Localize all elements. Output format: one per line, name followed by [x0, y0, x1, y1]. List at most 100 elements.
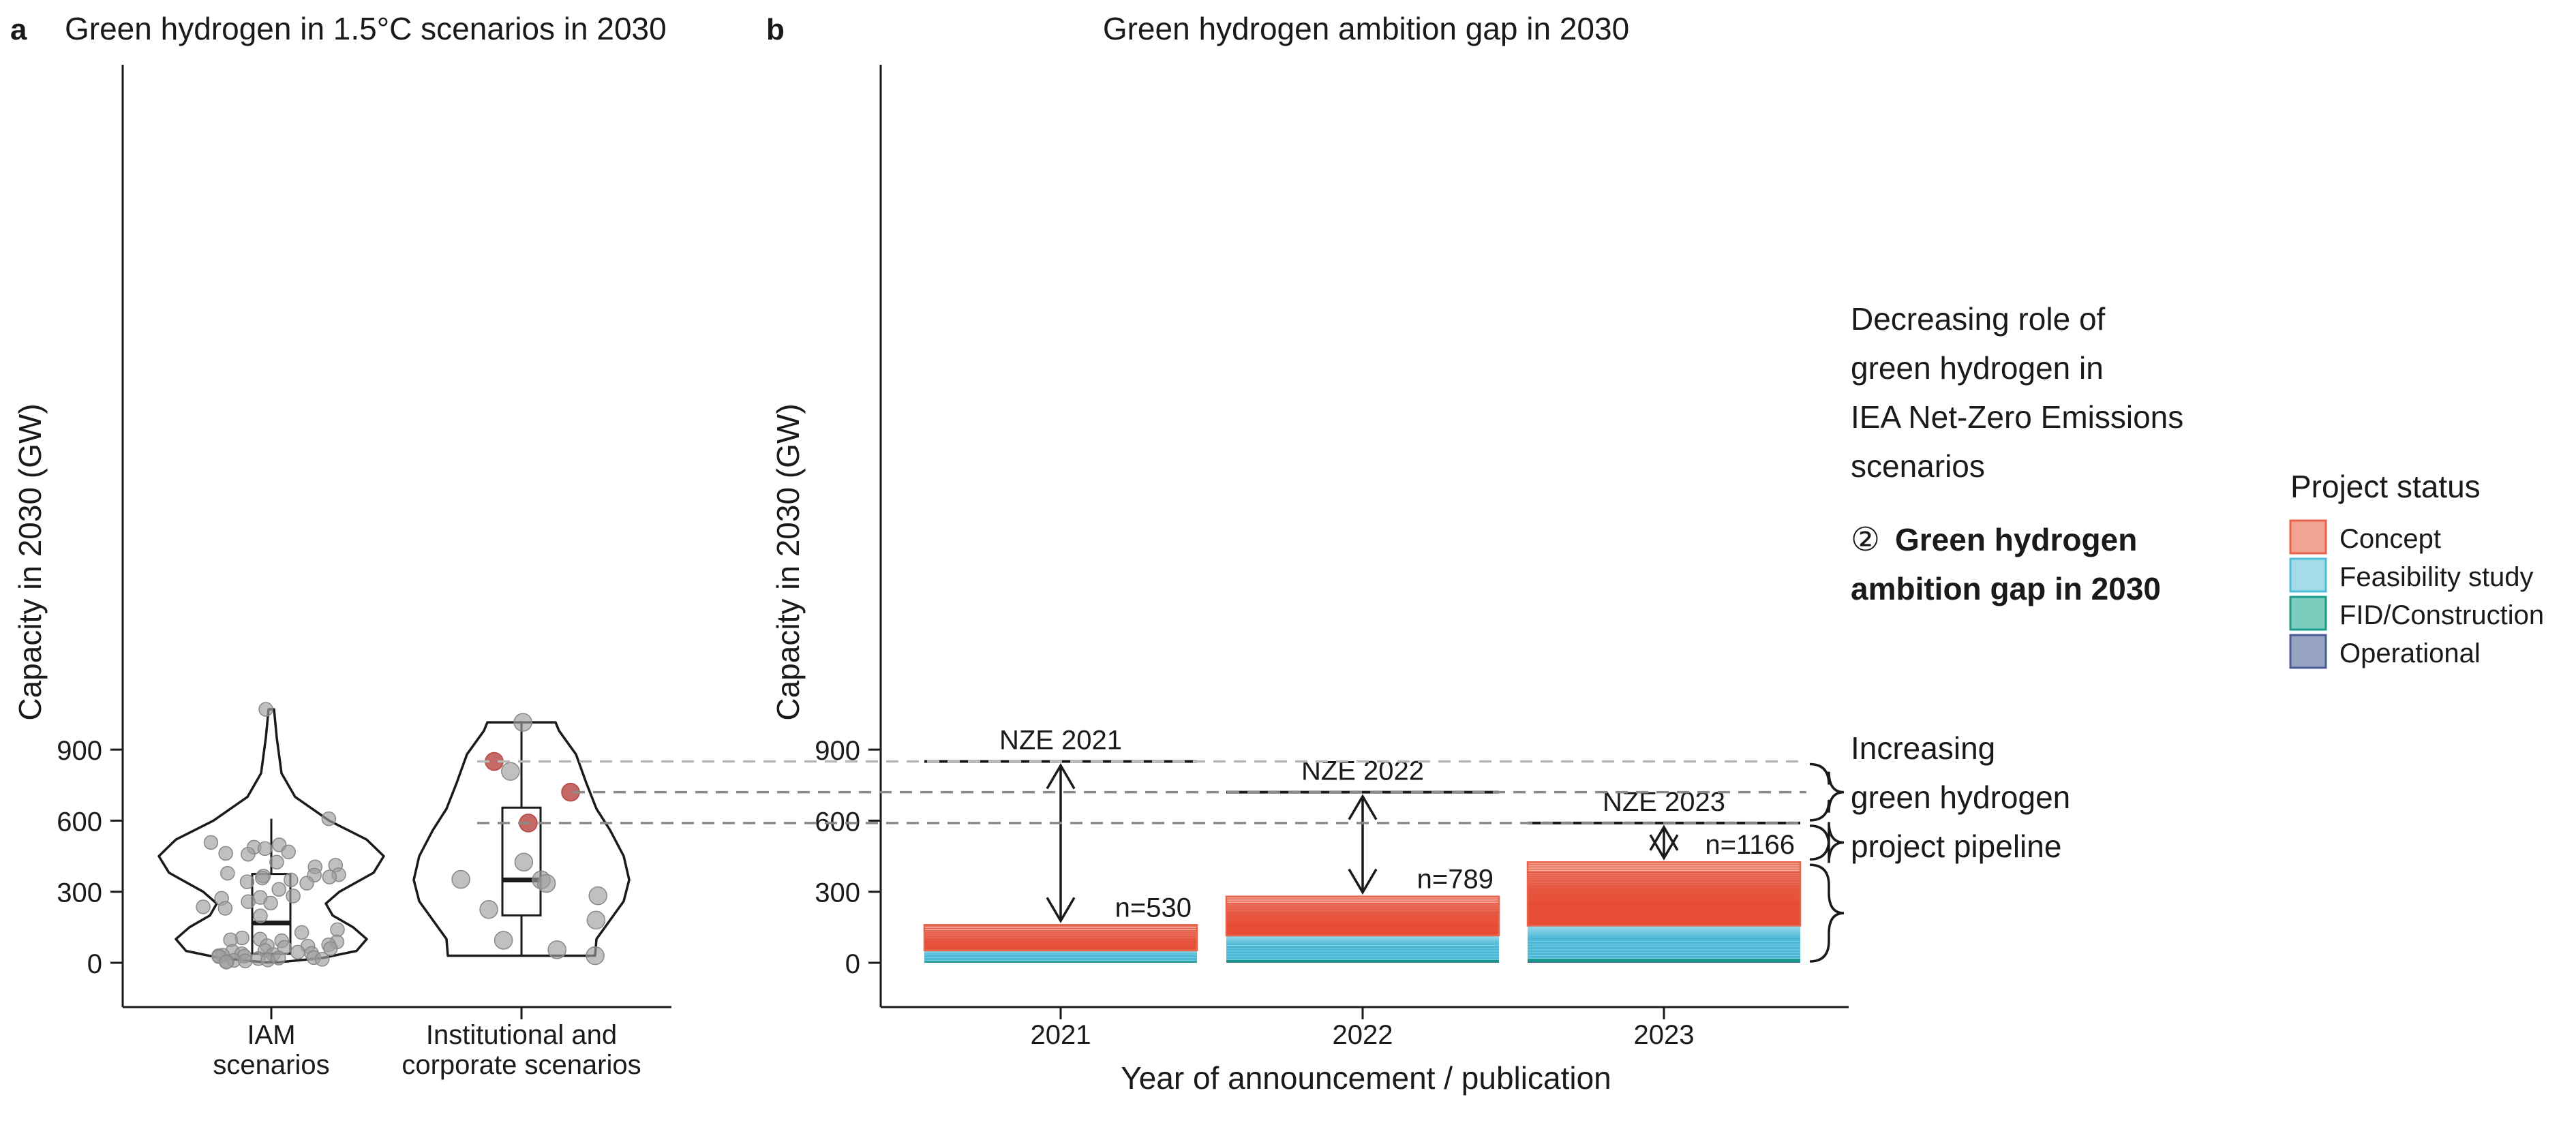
box-iqr — [501, 806, 542, 916]
legend: Project status Concept Feasibility study… — [2289, 469, 2544, 669]
panel-a-x-tick-label: IAM — [247, 1020, 295, 1050]
scenario-point — [239, 874, 255, 889]
scenario-point — [513, 713, 532, 732]
annotation-increasing-line-2: green hydrogen — [1851, 779, 2070, 815]
bar-segment-concept-dense — [924, 946, 1197, 951]
panel-b-y-tick-label: 300 — [815, 878, 860, 908]
brace-project-pipeline — [1809, 863, 1845, 963]
scenario-point — [263, 895, 278, 911]
panel-b-title: Green hydrogen ambition gap in 2030 — [1103, 11, 1629, 46]
panel-a-y-tick-label: 900 — [57, 736, 102, 766]
annotation-decreasing-line-2: green hydrogen in — [1851, 350, 2104, 386]
annotation-decreasing-line-3: IEA Net-Zero Emissions — [1851, 399, 2183, 435]
panel-b-x-tick-label: 2021 — [1031, 1020, 1091, 1050]
scenario-point — [253, 908, 268, 923]
annotation-decreasing-line-1: Decreasing role of — [1851, 301, 2106, 337]
scenario-point — [286, 889, 301, 904]
annotation-gap: ② Green hydrogen ambition gap in 2030 — [1851, 522, 2161, 606]
legend-swatch-concept — [2289, 519, 2327, 555]
scenario-point — [217, 901, 233, 916]
legend-label-concept: Concept — [2339, 524, 2441, 554]
legend-label-operational: Operational — [2339, 638, 2481, 668]
scenario-point — [241, 847, 256, 862]
scenario-point — [586, 946, 605, 966]
scenario-point — [494, 931, 513, 950]
annotation-gap-line-2: ambition gap in 2030 — [1851, 571, 2161, 606]
scenario-point — [299, 876, 314, 891]
bar-segment-fid-construction — [1528, 959, 1800, 962]
ambition-gap-arrowhead-up — [1348, 794, 1378, 820]
scenario-point — [220, 865, 235, 881]
scenario-point — [323, 941, 338, 956]
annotation-increasing: Increasing green hydrogen project pipeli… — [1851, 730, 2070, 864]
scenario-point — [196, 899, 211, 914]
annotation-gap-symbol: ② — [1851, 522, 1880, 558]
scenario-point — [281, 844, 296, 860]
bar-segment-fid-construction — [1226, 959, 1499, 963]
panel-a-letter: a — [10, 13, 27, 46]
scenario-point — [514, 852, 534, 871]
scenario-point — [255, 870, 270, 886]
brace-ambition-gap — [1809, 822, 1845, 863]
panel-a-y-tick-label: 0 — [87, 949, 102, 979]
scenario-point — [501, 762, 520, 781]
ambition-gap-arrowhead-down — [1348, 868, 1378, 895]
scenario-point — [257, 841, 273, 856]
scenario-point — [330, 922, 345, 938]
scenario-point — [203, 835, 219, 850]
bar-outline-concept — [923, 924, 1198, 952]
bar-segment-operational — [1226, 962, 1499, 963]
legend-title: Project status — [2290, 469, 2481, 504]
nze-target-label: NZE 2021 — [999, 725, 1122, 755]
scenario-point — [260, 953, 275, 968]
panel-a-y-tick-label: 300 — [57, 878, 102, 908]
panel-a-x-tick-label: scenarios — [213, 1050, 329, 1080]
ambition-gap-arrowhead-up — [1046, 763, 1076, 790]
bar-segment-fid-construction — [924, 961, 1197, 963]
brace-decreasing-role — [1809, 762, 1845, 822]
scenario-point — [238, 953, 253, 968]
annotation-gap-line-1: Green hydrogen — [1895, 522, 2137, 557]
panel-a-y-axis-label: Capacity in 2030 (GW) — [12, 403, 48, 720]
legend-swatch-fid-construction — [2289, 596, 2327, 631]
panel-b-x-tick-label: 2022 — [1333, 1020, 1393, 1050]
panel-a-y-tick-label: 600 — [57, 807, 102, 837]
bar-project-count-label: n=1166 — [1705, 830, 1795, 860]
violin-outline — [412, 721, 631, 957]
scenario-point — [479, 900, 498, 919]
legend-swatch-feasibility-study — [2289, 557, 2327, 593]
scenario-point — [586, 910, 606, 930]
panel-b-y-axis-label: Capacity in 2030 (GW) — [770, 403, 806, 720]
bar-project-count-label: n=530 — [1115, 893, 1192, 923]
scenario-point — [271, 882, 286, 897]
annotation-decreasing: Decreasing role of green hydrogen in IEA… — [1851, 301, 2183, 484]
bar-segment-operational — [1528, 961, 1800, 963]
annotation-increasing-line-3: project pipeline — [1851, 829, 2061, 864]
bar-segment-concept-dense — [1528, 900, 1800, 926]
ambition-gap-arrowhead-down — [1046, 897, 1076, 923]
bar-outline-concept — [1225, 895, 1500, 937]
scenario-point — [588, 886, 607, 906]
panel-a-title: Green hydrogen in 1.5°C scenarios in 203… — [65, 11, 667, 46]
scenario-point — [290, 944, 305, 960]
bar-segment-concept-dense — [1226, 921, 1499, 936]
scenario-point — [451, 869, 470, 889]
scenario-point — [258, 702, 273, 717]
annotation-increasing-line-1: Increasing — [1851, 730, 1995, 766]
scenario-point — [241, 894, 256, 910]
scenario-point — [536, 874, 556, 893]
scenario-point — [294, 925, 309, 940]
scenario-point — [314, 952, 330, 967]
legend-label-feasibility-study: Feasibility study — [2339, 562, 2534, 592]
panel-a-x-tick-label: Institutional and — [426, 1020, 617, 1050]
scenario-point — [219, 955, 234, 970]
scenario-point — [321, 811, 337, 827]
ambition-gap-arrowhead-down — [1649, 834, 1679, 861]
scenario-point — [269, 854, 284, 869]
scenario-point — [322, 869, 337, 884]
scenario-point — [547, 940, 566, 959]
panel-b-x-axis-label: Year of announcement / publication — [1121, 1060, 1611, 1096]
